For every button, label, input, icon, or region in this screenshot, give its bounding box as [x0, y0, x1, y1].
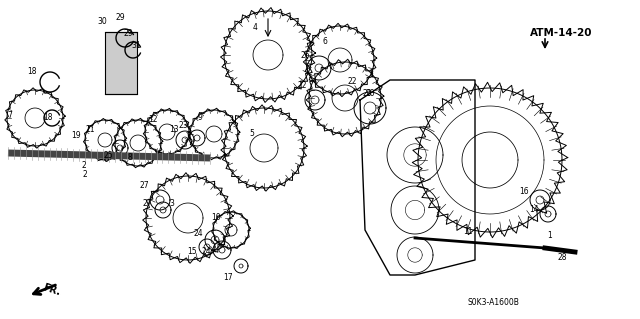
- Text: 15: 15: [187, 248, 197, 256]
- Bar: [105, 32, 137, 94]
- Text: 12: 12: [148, 115, 157, 124]
- Text: 16: 16: [519, 188, 529, 197]
- Text: 29: 29: [123, 29, 133, 39]
- Text: 28: 28: [557, 254, 567, 263]
- Text: 25: 25: [103, 151, 113, 160]
- Text: 20: 20: [365, 90, 375, 99]
- Text: 5: 5: [250, 130, 255, 138]
- Text: 24: 24: [201, 248, 211, 256]
- Text: 2: 2: [83, 170, 88, 179]
- Text: 27: 27: [142, 199, 152, 209]
- Text: 11: 11: [463, 227, 473, 236]
- Text: S0K3-A1600B: S0K3-A1600B: [468, 298, 520, 307]
- Text: 13: 13: [169, 125, 179, 135]
- Text: 17: 17: [223, 273, 233, 283]
- Text: 8: 8: [127, 153, 132, 162]
- Text: 21: 21: [85, 125, 95, 135]
- Text: 6: 6: [323, 38, 328, 47]
- Text: 9: 9: [198, 114, 202, 122]
- Text: 1: 1: [548, 232, 552, 241]
- Text: 14: 14: [529, 205, 539, 214]
- Text: 31: 31: [131, 41, 141, 50]
- Text: ATM-14-20: ATM-14-20: [530, 28, 593, 38]
- Text: 4: 4: [253, 24, 257, 33]
- Text: 2: 2: [82, 161, 86, 170]
- Text: 26: 26: [300, 51, 310, 61]
- Text: 24: 24: [193, 229, 203, 239]
- Text: 22: 22: [348, 78, 356, 86]
- Text: 22: 22: [297, 81, 307, 91]
- Text: 19: 19: [71, 131, 81, 140]
- Text: 7: 7: [8, 112, 12, 121]
- Text: 18: 18: [28, 68, 36, 77]
- Text: FR.: FR.: [42, 282, 62, 298]
- Text: 20: 20: [362, 90, 372, 99]
- Text: 3: 3: [170, 199, 175, 209]
- Text: 18: 18: [44, 114, 52, 122]
- Text: 10: 10: [211, 213, 221, 222]
- Text: 30: 30: [97, 18, 107, 26]
- Text: 23: 23: [178, 122, 188, 130]
- Text: 29: 29: [115, 13, 125, 23]
- Text: 27: 27: [139, 182, 149, 190]
